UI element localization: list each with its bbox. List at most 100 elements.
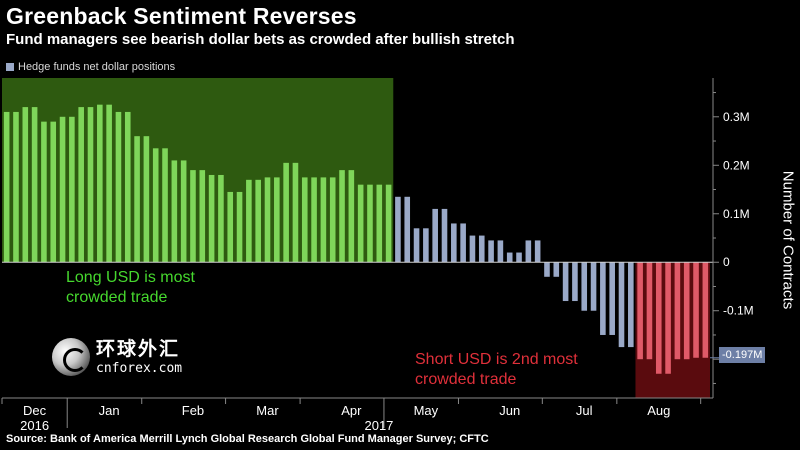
bar-68 xyxy=(637,262,643,360)
chart-title: Greenback Sentiment Reverses xyxy=(6,3,357,29)
bar-63 xyxy=(590,262,597,311)
bar-4 xyxy=(41,121,47,263)
bar-19 xyxy=(180,160,187,263)
bar-0 xyxy=(3,111,10,263)
long-usd-band xyxy=(2,78,394,263)
annotation-short-line2: crowded trade xyxy=(415,371,517,388)
bar-11 xyxy=(106,104,112,263)
x-year-label: 2017 xyxy=(364,418,393,433)
bar-65 xyxy=(609,262,615,335)
annotation-long-line2: crowded trade xyxy=(66,289,168,306)
bar-42 xyxy=(395,196,401,263)
bar-64 xyxy=(600,262,606,335)
bar-58 xyxy=(544,262,550,277)
bar-36 xyxy=(339,170,345,263)
bar-2 xyxy=(22,107,29,263)
bar-3 xyxy=(31,107,38,263)
bar-71 xyxy=(665,262,671,374)
logo-cn-text: 环球外汇 xyxy=(96,338,181,360)
bar-13 xyxy=(124,111,131,263)
bar-74 xyxy=(693,262,699,358)
bar-35 xyxy=(329,177,336,263)
y-tick-label: 0.1M xyxy=(723,207,750,221)
logo-en-text: cnforex.com xyxy=(96,360,183,376)
bar-24 xyxy=(227,191,234,263)
bar-44 xyxy=(413,228,420,263)
bar-41 xyxy=(385,184,392,263)
bar-26 xyxy=(246,179,252,263)
bar-61 xyxy=(572,262,578,302)
legend-swatch xyxy=(6,63,14,71)
x-tick-label: Jun xyxy=(499,403,520,418)
y-tick-label: 0 xyxy=(723,255,730,269)
annotation-long-line1: Long USD is most xyxy=(66,269,195,286)
bar-72 xyxy=(674,262,681,360)
bar-39 xyxy=(367,184,373,263)
bar-12 xyxy=(115,111,122,263)
bar-29 xyxy=(274,177,280,263)
watermark-logo: 环球外汇 cnforex.com xyxy=(52,338,182,376)
bar-70 xyxy=(655,262,662,374)
bar-9 xyxy=(87,107,94,263)
y-tick-label: -0.1M xyxy=(723,304,754,318)
bar-7 xyxy=(69,116,75,263)
bar-28 xyxy=(264,177,271,263)
bar-34 xyxy=(320,177,327,263)
bar-22 xyxy=(208,174,215,263)
bar-27 xyxy=(255,179,261,263)
bar-25 xyxy=(236,191,243,263)
bar-33 xyxy=(311,177,317,263)
bar-67 xyxy=(628,262,634,348)
bar-40 xyxy=(376,184,383,263)
x-tick-label: May xyxy=(414,403,439,418)
x-tick-label: Jul xyxy=(576,403,593,418)
bar-52 xyxy=(488,240,494,263)
bar-56 xyxy=(525,240,532,263)
bar-15 xyxy=(143,136,150,263)
bar-10 xyxy=(97,104,103,263)
y-tick-label: 0.2M xyxy=(723,158,750,172)
bar-31 xyxy=(292,162,299,263)
bar-53 xyxy=(497,240,504,263)
bar-16 xyxy=(152,148,159,263)
source-note: Source: Bank of America Merrill Lynch Gl… xyxy=(6,433,489,445)
bar-54 xyxy=(506,252,513,263)
logo-icon xyxy=(52,338,90,376)
y-axis-label: Number of Contracts xyxy=(779,170,797,310)
bar-23 xyxy=(218,174,224,263)
chart-subtitle: Fund managers see bearish dollar bets as… xyxy=(6,31,515,48)
x-tick-label: Aug xyxy=(647,403,670,418)
bar-73 xyxy=(683,262,690,360)
x-tick-label: Dec xyxy=(23,403,47,418)
bar-43 xyxy=(404,196,411,263)
bar-66 xyxy=(618,262,625,348)
bar-37 xyxy=(348,170,355,263)
x-tick-label: Apr xyxy=(341,403,362,418)
last-value-tag: -0.197M xyxy=(719,347,766,363)
bar-75 xyxy=(702,262,709,358)
annotation-short-usd: Short USD is 2nd most crowded trade xyxy=(415,350,635,390)
bar-55 xyxy=(516,252,522,263)
bar-30 xyxy=(283,162,289,263)
bar-59 xyxy=(553,262,560,277)
y-tick-label: 0.3M xyxy=(723,110,750,124)
bar-46 xyxy=(432,208,438,263)
bar-60 xyxy=(562,262,569,302)
bar-69 xyxy=(646,262,653,360)
bar-1 xyxy=(13,111,19,263)
x-tick-label: Feb xyxy=(182,403,204,418)
annotation-short-line1: Short USD is 2nd most xyxy=(415,351,578,368)
bar-62 xyxy=(581,262,588,311)
bar-8 xyxy=(78,107,84,263)
bar-5 xyxy=(50,121,57,263)
bar-48 xyxy=(451,223,457,263)
bar-57 xyxy=(534,240,541,263)
annotation-long-usd: Long USD is most crowded trade xyxy=(66,268,266,308)
bar-38 xyxy=(357,184,364,263)
bar-51 xyxy=(478,235,485,263)
bar-21 xyxy=(199,170,206,263)
bar-6 xyxy=(59,116,66,263)
bar-14 xyxy=(134,136,140,263)
bar-20 xyxy=(190,170,196,263)
